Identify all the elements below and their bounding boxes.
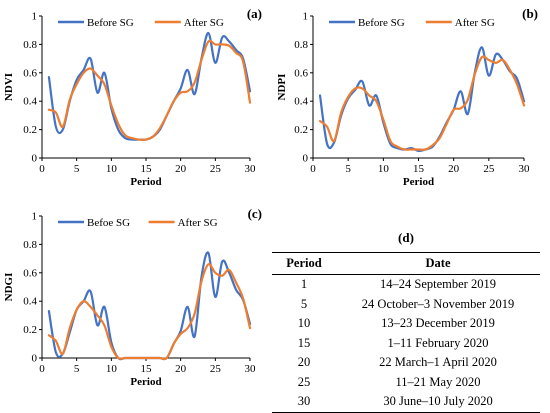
period-cell: 20 xyxy=(297,355,311,370)
x-tick-label: 20 xyxy=(175,163,187,175)
x-tick-label: 0 xyxy=(39,363,45,375)
period-date-table: Period Date 1 14–24 September 2019 5 24 Oc… xyxy=(272,252,540,413)
series-line-1 xyxy=(318,55,526,151)
y-tick-label: 0 xyxy=(32,153,38,165)
table-row: 15 1–11 February 2020 xyxy=(272,334,540,354)
x-axis-label: Period xyxy=(130,376,161,388)
legend-label: After SG xyxy=(178,217,218,229)
date-cell: 30 June–10 July 2020 xyxy=(336,392,540,413)
y-tick-label: 0.2 xyxy=(23,324,37,336)
table-panel-label: (d) xyxy=(398,230,414,245)
x-tick-label: 5 xyxy=(345,163,351,175)
date-cell: 24 October–3 November 2019 xyxy=(361,296,515,311)
legend-label: Befoe SG xyxy=(87,217,130,229)
panel-label: (a) xyxy=(247,6,262,21)
period-cell: 5 xyxy=(300,296,308,311)
legend-label: After SG xyxy=(184,17,224,29)
x-tick-label: 25 xyxy=(210,163,222,175)
y-tick-label: 1 xyxy=(303,11,309,23)
table-row: 20 22 March–1 April 2020 xyxy=(272,353,540,373)
x-tick-label: 20 xyxy=(448,163,460,175)
y-tick-label: 0 xyxy=(32,353,38,365)
x-tick-label: 0 xyxy=(39,163,45,175)
x-tick-label: 10 xyxy=(106,363,118,375)
y-tick-label: 0.6 xyxy=(23,267,37,279)
period-cell: 10 xyxy=(297,316,311,331)
table-row: 1 14–24 September 2019 xyxy=(272,275,540,295)
table-row: 5 24 October–3 November 2019 xyxy=(272,295,540,315)
table-row: 25 11–21 May 2020 xyxy=(272,373,540,393)
x-tick-label: 15 xyxy=(413,163,425,175)
panel-label: (b) xyxy=(522,6,538,21)
legend-label: Before SG xyxy=(358,17,405,29)
y-tick-label: 1 xyxy=(32,11,38,23)
table-row: 10 13–23 December 2019 xyxy=(272,314,540,334)
x-tick-label: 5 xyxy=(74,363,80,375)
x-tick-label: 30 xyxy=(245,163,257,175)
y-tick-label: 0.6 xyxy=(23,67,37,79)
y-axis-label: NDGI xyxy=(3,273,15,302)
y-tick-label: 0.8 xyxy=(294,39,308,51)
y-tick-label: 0.2 xyxy=(294,124,308,136)
y-tick-label: 0.4 xyxy=(23,296,37,308)
series-line-1 xyxy=(47,263,252,361)
chart-panel-1: 00.20.40.60.810 5 10 15 20 25 30PeriodNDPI(b)B… xyxy=(276,6,538,188)
x-tick-label: 15 xyxy=(141,163,153,175)
period-cell: 15 xyxy=(297,335,311,350)
series-line-1 xyxy=(47,39,252,141)
x-tick-label: 10 xyxy=(378,163,390,175)
y-tick-label: 0.4 xyxy=(294,96,308,108)
header-period: Period xyxy=(272,252,336,275)
x-tick-label: 30 xyxy=(245,363,257,375)
date-cell: 22 March–1 April 2020 xyxy=(379,355,497,370)
y-tick-label: 0.6 xyxy=(294,67,308,79)
table-row: 30 30 June–10 July 2020 xyxy=(272,392,540,413)
x-tick-label: 0 xyxy=(310,163,316,175)
x-tick-label: 20 xyxy=(175,363,187,375)
x-tick-label: 10 xyxy=(106,163,118,175)
date-cell: 11–21 May 2020 xyxy=(395,374,481,389)
x-tick-label: 25 xyxy=(210,363,222,375)
series-line-0 xyxy=(47,31,252,141)
x-tick-label: 15 xyxy=(141,363,153,375)
legend-label: After SG xyxy=(455,17,495,29)
chart-panel-2: 00.20.40.60.810 5 10 15 20 25 30PeriodNDGI(c)B… xyxy=(3,206,262,388)
x-tick-label: 25 xyxy=(483,163,495,175)
x-tick-label: 5 xyxy=(74,163,80,175)
chart-panel-0: 00.20.40.60.810 5 10 15 20 25 30PeriodNDVI(a)B… xyxy=(3,6,262,188)
date-cell: 1–11 February 2020 xyxy=(387,335,489,350)
y-axis-label: NDPI xyxy=(276,74,288,101)
y-tick-label: 0.8 xyxy=(23,39,37,51)
legend-label: Before SG xyxy=(87,17,134,29)
x-axis-label: Period xyxy=(130,176,161,188)
period-cell: 1 xyxy=(300,277,308,292)
date-cell: 14–24 September 2019 xyxy=(380,277,496,292)
x-tick-label: 30 xyxy=(519,163,531,175)
date-cell: 13–23 December 2019 xyxy=(381,316,495,331)
y-axis-label: NDVI xyxy=(3,73,15,101)
x-axis-label: Period xyxy=(403,176,434,188)
panel-label: (c) xyxy=(248,206,262,221)
y-tick-label: 0 xyxy=(303,153,309,165)
header-date: Date xyxy=(336,252,540,275)
period-cell: 25 xyxy=(297,374,311,389)
y-tick-label: 0.2 xyxy=(23,124,37,136)
period-cell: 30 xyxy=(272,392,336,413)
y-tick-label: 1 xyxy=(32,211,38,223)
y-tick-label: 0.4 xyxy=(23,96,37,108)
y-tick-label: 0.8 xyxy=(23,239,37,251)
